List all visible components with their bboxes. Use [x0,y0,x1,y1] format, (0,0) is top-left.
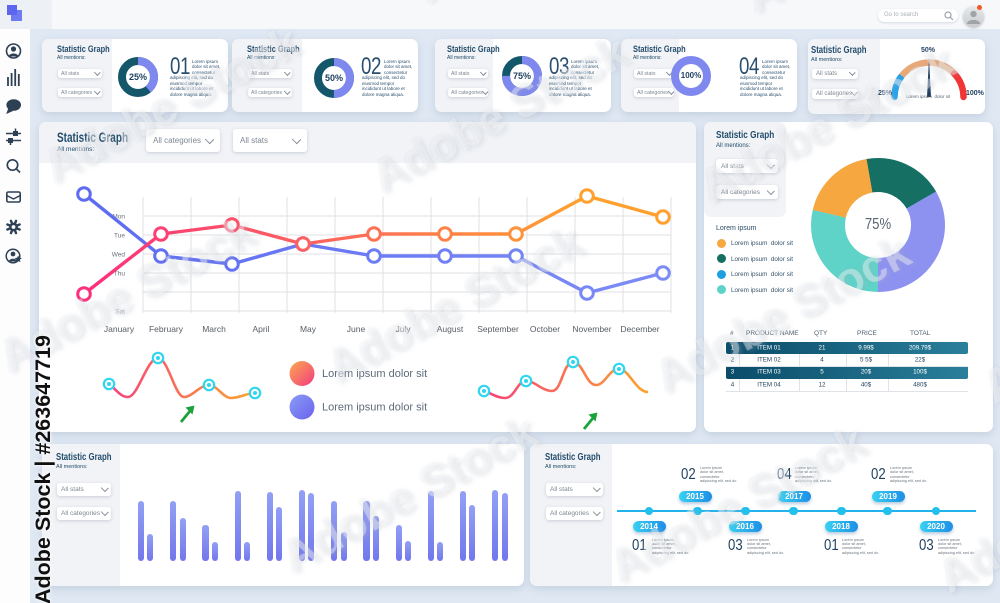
svg-text:Tue: Tue [114,233,125,240]
svg-text:July: July [395,324,411,334]
svg-text:Wed: Wed [112,252,126,259]
svg-text:August: August [437,324,464,334]
svg-text:December: December [620,324,659,334]
svg-text:Sat: Sat [115,309,125,316]
svg-text:Lorem ipsum dolor sit: Lorem ipsum dolor sit [322,402,427,414]
svg-text:January: January [104,324,135,334]
svg-text:Thu: Thu [114,271,126,278]
svg-text:June: June [347,324,366,334]
svg-text:Lorem ipsum dolor sit: Lorem ipsum dolor sit [322,368,427,380]
svg-text:November: November [572,324,611,334]
svg-text:September: September [477,324,519,334]
svg-text:May: May [300,324,317,334]
svg-text:April: April [252,324,269,334]
svg-text:February: February [149,324,184,334]
svg-text:March: March [202,324,226,334]
svg-text:October: October [530,324,560,334]
svg-text:Mon: Mon [112,214,125,221]
